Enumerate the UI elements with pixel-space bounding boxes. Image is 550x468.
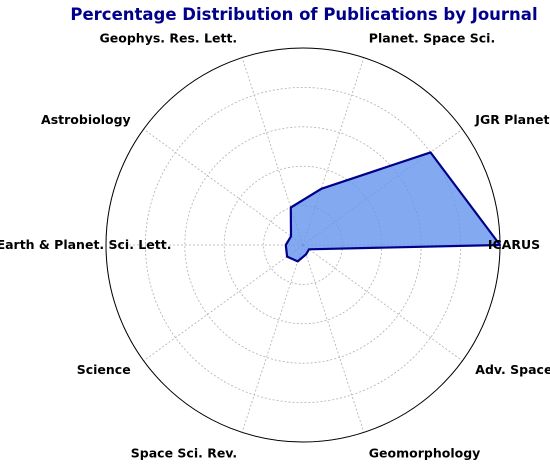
grid-spoke	[143, 244, 304, 362]
grid-spoke	[143, 128, 304, 246]
grid-spoke	[241, 244, 304, 433]
category-label: Adv. Space Res.	[475, 362, 550, 377]
category-label: Space Sci. Rev.	[131, 446, 237, 461]
series-area	[284, 151, 502, 263]
category-label: ICARUS	[488, 237, 540, 252]
category-labels: ICARUS JGR Planets Planet. Space Sci. Geoph…	[0, 30, 550, 460]
grid-spoke	[302, 244, 463, 362]
category-label: Astrobiology	[41, 112, 131, 127]
chart-title: Percentage Distribution of Publications …	[70, 5, 537, 24]
category-label: Planet. Space Sci.	[369, 30, 495, 45]
grid-spoke	[302, 244, 365, 433]
category-label: Science	[77, 362, 131, 377]
category-label: Geomorphology	[369, 446, 481, 461]
series-layer	[284, 151, 502, 263]
category-label: Geophys. Res. Lett.	[100, 30, 238, 45]
category-label: JGR Planets	[474, 112, 550, 127]
category-label: Earth & Planet. Sci. Lett.	[0, 237, 171, 252]
